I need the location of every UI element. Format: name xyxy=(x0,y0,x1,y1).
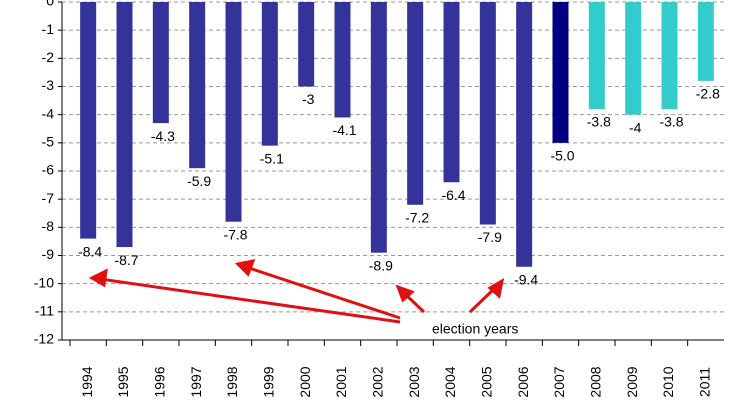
bar xyxy=(80,2,97,239)
data-label: -7.2 xyxy=(405,210,429,226)
bar xyxy=(189,2,206,169)
x-tick-label: 1994 xyxy=(79,366,95,397)
y-tick-label: -8 xyxy=(42,218,55,234)
data-label: -4 xyxy=(629,119,642,135)
x-tick-label: 2010 xyxy=(660,366,676,397)
x-tick-label: 1995 xyxy=(115,366,131,397)
data-label: -8.9 xyxy=(369,257,393,273)
bar xyxy=(661,2,678,110)
data-label: -8.7 xyxy=(114,252,138,268)
x-tick-label: 1997 xyxy=(188,366,204,397)
data-label: -7.9 xyxy=(478,229,502,245)
data-label: -3.8 xyxy=(659,114,683,130)
data-label: -5.9 xyxy=(187,173,211,189)
y-tick-label: -2 xyxy=(42,49,55,65)
data-label: -5.1 xyxy=(260,150,284,166)
bar xyxy=(116,2,133,248)
bar xyxy=(298,2,315,87)
x-tick-label: 2002 xyxy=(370,366,386,397)
bar xyxy=(407,2,424,205)
x-tick-label: 2007 xyxy=(551,366,567,397)
bar xyxy=(334,2,351,118)
x-tick-label: 2005 xyxy=(479,366,495,397)
bar xyxy=(552,2,569,143)
bar xyxy=(225,2,242,222)
y-tick-label: -12 xyxy=(34,331,54,347)
x-tick-label: 1996 xyxy=(152,366,168,397)
x-tick-label: 2008 xyxy=(588,366,604,397)
y-tick-label: -11 xyxy=(35,303,54,319)
y-tick-label: -5 xyxy=(42,134,55,150)
bar xyxy=(443,2,460,183)
bar xyxy=(479,2,496,225)
x-tick-label: 1999 xyxy=(261,366,277,397)
x-tick-label: 2004 xyxy=(442,366,458,397)
data-label: -7.8 xyxy=(223,226,247,242)
x-tick-label: 2000 xyxy=(297,366,313,397)
data-label: -9.4 xyxy=(514,271,538,287)
y-tick-label: -1 xyxy=(42,21,55,37)
bar xyxy=(697,2,714,81)
x-tick-label: 2001 xyxy=(333,366,349,397)
bar xyxy=(261,2,278,146)
bar xyxy=(370,2,387,253)
y-tick-label: -9 xyxy=(42,246,55,262)
data-label: -5.0 xyxy=(550,148,574,164)
data-label: -6.4 xyxy=(441,187,465,203)
y-tick-label: -7 xyxy=(42,190,55,206)
data-label: -3.8 xyxy=(587,114,611,130)
bar xyxy=(588,2,605,110)
y-tick-label: 0 xyxy=(46,0,54,9)
data-label: -4.3 xyxy=(151,128,175,144)
data-label: -8.4 xyxy=(78,243,102,259)
bar xyxy=(152,2,169,124)
x-tick-label: 2006 xyxy=(515,366,531,397)
data-label: -4.1 xyxy=(332,122,356,138)
x-tick-label: 2009 xyxy=(624,366,640,397)
annotation-arrows xyxy=(88,258,505,324)
y-tick-label: -6 xyxy=(42,162,55,178)
x-tick-label: 2003 xyxy=(406,366,422,397)
x-tick-label: 2011 xyxy=(697,367,713,397)
data-label: -3 xyxy=(302,91,315,107)
annotation: election years xyxy=(432,321,518,337)
bar xyxy=(516,2,533,267)
y-tick-label: -4 xyxy=(42,105,55,121)
bar xyxy=(625,2,642,115)
y-tick-label: -10 xyxy=(34,274,54,290)
data-label: -2.8 xyxy=(696,86,720,102)
x-tick-label: 1998 xyxy=(224,366,240,397)
y-tick-label: -3 xyxy=(42,77,55,93)
